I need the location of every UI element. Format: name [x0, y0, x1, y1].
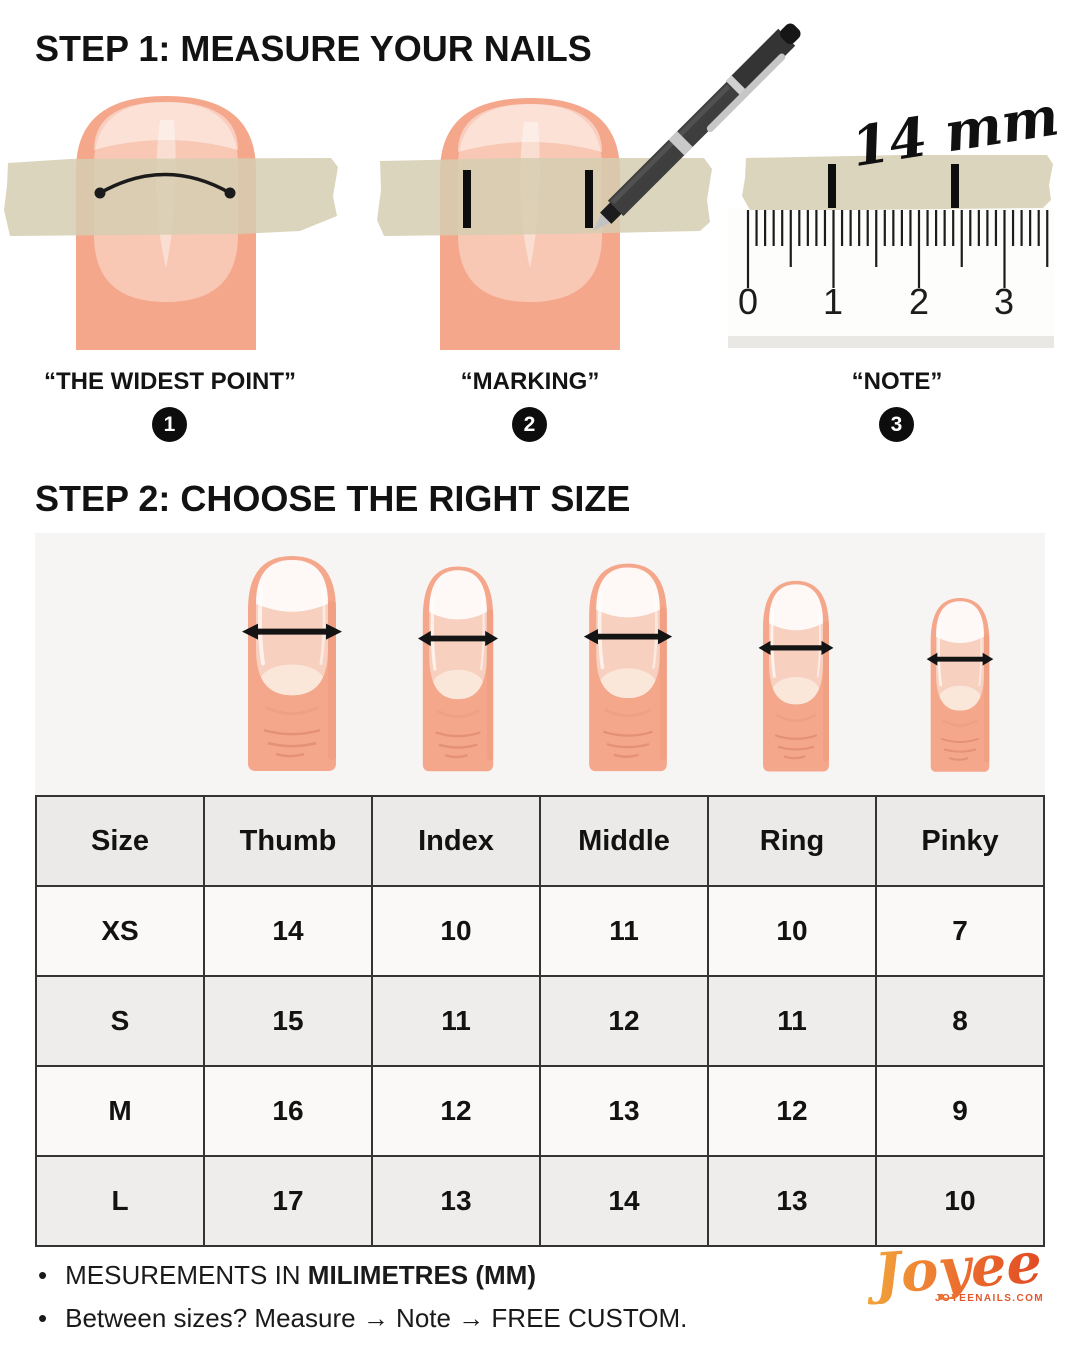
- marking-line-right: [585, 170, 593, 228]
- step1-title: STEP 1: MEASURE YOUR NAILS: [35, 28, 592, 69]
- pen-icon: [593, 23, 801, 231]
- ruler-label-0: 0: [738, 281, 758, 322]
- bullet-icon: •: [38, 1260, 48, 1290]
- caption-widest-point: “THE WIDEST POINT”: [44, 368, 296, 395]
- step-badge-1: 1: [152, 407, 187, 442]
- value-cell: 17: [203, 1155, 373, 1247]
- size-label: XS: [35, 885, 205, 977]
- tape-strip: [377, 158, 712, 236]
- header-ring: Ring: [707, 795, 877, 887]
- value-cell: 7: [875, 885, 1045, 977]
- ruler-label-2: 2: [909, 281, 929, 322]
- bullet-icon: •: [38, 1303, 48, 1333]
- value-cell: 12: [539, 975, 709, 1067]
- nail-illustration-index: [410, 557, 506, 775]
- value-cell: 13: [539, 1065, 709, 1157]
- brand-name: Joyee: [854, 1230, 1050, 1308]
- size-label: L: [35, 1155, 205, 1247]
- brand-logo: Joyee JOYEENAILS.COM: [856, 1230, 1048, 1308]
- header-index: Index: [371, 795, 541, 887]
- step2-title: STEP 2: CHOOSE THE RIGHT SIZE: [35, 478, 631, 519]
- nail-sizes-panel: [35, 533, 1045, 795]
- caption-marking: “MARKING”: [460, 368, 600, 395]
- value-cell: 12: [707, 1065, 877, 1157]
- size-label: M: [35, 1065, 205, 1157]
- value-cell: 11: [707, 975, 877, 1067]
- step1-illustrations: 0 1 2 3 14 mm: [4, 23, 1063, 350]
- size-row-m: M 16 12 13 12 9: [35, 1065, 1045, 1157]
- nail-illustration-pinky: [920, 590, 1000, 775]
- ruler-label-3: 3: [994, 281, 1014, 322]
- value-cell: 14: [539, 1155, 709, 1247]
- value-cell: 9: [875, 1065, 1045, 1157]
- caption-note: “NOTE”: [851, 368, 943, 395]
- value-cell: 11: [539, 885, 709, 977]
- value-cell: 10: [875, 1155, 1045, 1247]
- step-badge-2: 2: [512, 407, 547, 442]
- ruler-ticks: [746, 210, 1049, 288]
- note-bold-text: MILIMETRES (MM): [307, 1260, 536, 1290]
- value-cell: 8: [875, 975, 1045, 1067]
- size-row-l: L 17 13 14 13 10: [35, 1155, 1045, 1247]
- value-cell: 14: [203, 885, 373, 977]
- value-cell: 13: [371, 1155, 541, 1247]
- curve-endpoint-left: [94, 187, 106, 199]
- notes-list: • MESUREMENTS IN MILIMETRES (MM) • Betwe…: [38, 1258, 687, 1344]
- value-cell: 15: [203, 975, 373, 1067]
- ruler-label-1: 1: [823, 281, 843, 322]
- measure-curve: [99, 172, 231, 195]
- note-measurements: • MESUREMENTS IN MILIMETRES (MM): [38, 1258, 687, 1292]
- size-label: S: [35, 975, 205, 1067]
- curve-endpoint-right: [224, 187, 236, 199]
- ruler-tick-labels: 0 1 2 3: [738, 281, 1014, 322]
- tape-mark-left: [828, 164, 836, 208]
- figure-marking: [377, 23, 801, 350]
- header-thumb: Thumb: [203, 795, 373, 887]
- figure-note: 0 1 2 3 14 mm: [728, 83, 1063, 348]
- brand-website: JOYEENAILS.COM: [934, 1292, 1044, 1304]
- size-row-s: S 15 11 12 11 8: [35, 975, 1045, 1067]
- value-cell: 11: [371, 975, 541, 1067]
- nail-illustration-thumb: [232, 546, 352, 775]
- header-middle: Middle: [539, 795, 709, 887]
- size-chart-table: Size Thumb Index Middle Ring Pinky XS 14…: [35, 795, 1045, 1247]
- tape-mark-right: [951, 164, 959, 208]
- note-text: MESUREMENTS IN: [65, 1260, 308, 1290]
- value-cell: 16: [203, 1065, 373, 1157]
- value-cell: 10: [707, 885, 877, 977]
- note-between-sizes: • Between sizes? Measure → Note → FREE C…: [38, 1301, 687, 1335]
- figure-widest-point: [4, 96, 338, 350]
- header-pinky: Pinky: [875, 795, 1045, 887]
- nail-illustration-middle: [575, 554, 681, 775]
- size-row-xs: XS 14 10 11 10 7: [35, 885, 1045, 977]
- size-chart-header-row: Size Thumb Index Middle Ring Pinky: [35, 795, 1045, 887]
- tape-strip: [4, 158, 338, 236]
- step-badge-3: 3: [879, 407, 914, 442]
- tape-strip: [742, 155, 1053, 210]
- value-cell: 13: [707, 1155, 877, 1247]
- nail-illustration-ring: [751, 572, 841, 775]
- value-cell: 10: [371, 885, 541, 977]
- marking-line-left: [463, 170, 471, 228]
- value-cell: 12: [371, 1065, 541, 1157]
- note-text: Between sizes? Measure → Note → FREE CUS…: [65, 1303, 688, 1333]
- header-size: Size: [35, 795, 205, 887]
- ruler-shadow: [728, 336, 1054, 348]
